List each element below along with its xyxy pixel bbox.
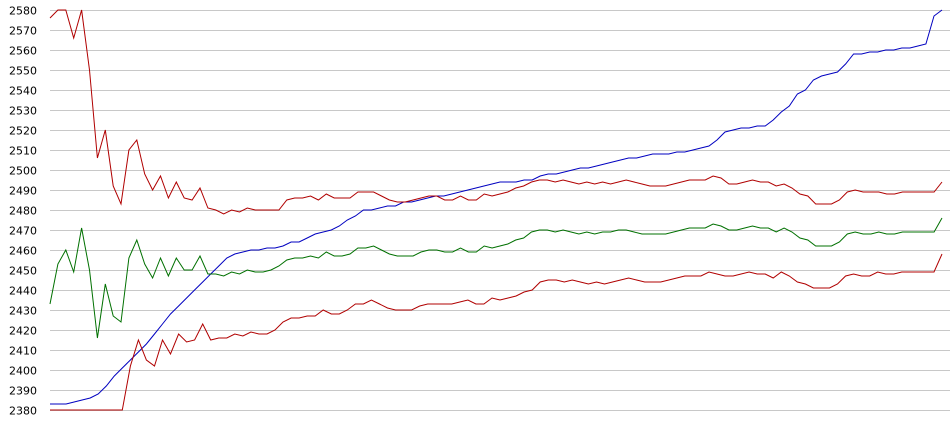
y-tick-label: 2420 — [9, 325, 37, 338]
series-line-3 — [49, 217, 943, 339]
y-tick-label: 2470 — [9, 225, 37, 238]
chart-series-group — [49, 9, 943, 411]
y-tick-label: 2410 — [9, 345, 37, 358]
y-tick-label: 2450 — [9, 265, 37, 278]
y-tick-label: 2430 — [9, 305, 37, 318]
y-tick-label: 2380 — [9, 405, 37, 418]
y-tick-label: 2440 — [9, 285, 37, 298]
y-tick-label: 2570 — [9, 25, 37, 38]
y-tick-label: 2580 — [9, 5, 37, 18]
series-line-4 — [50, 253, 943, 411]
series-line-1 — [50, 9, 943, 405]
chart-gridlines — [50, 10, 950, 411]
y-tick-label: 2520 — [9, 125, 37, 138]
y-tick-label: 2510 — [9, 145, 37, 158]
y-tick-label: 2400 — [9, 365, 37, 378]
series-line-2 — [49, 9, 943, 215]
y-tick-label: 2540 — [9, 85, 37, 98]
y-tick-label: 2390 — [9, 385, 37, 398]
y-axis-tick-labels: 2380 2390 2400 2410 2420 2430 2440 2450 2460 2470… — [9, 5, 37, 418]
y-tick-label: 2550 — [9, 65, 37, 78]
y-tick-label: 2490 — [9, 185, 37, 198]
y-tick-label: 2480 — [9, 205, 37, 218]
y-tick-label: 2500 — [9, 165, 37, 178]
y-tick-label: 2560 — [9, 45, 37, 58]
y-tick-label: 2530 — [9, 105, 37, 118]
y-tick-label: 2460 — [9, 245, 37, 258]
